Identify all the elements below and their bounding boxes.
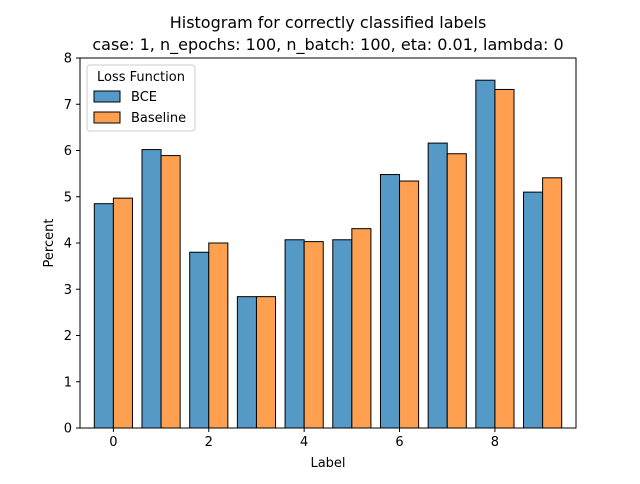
legend-label-bce: BCE (131, 90, 157, 105)
bar-baseline-label-5 (351, 228, 372, 429)
bar-bce-label-8 (475, 79, 496, 429)
plot-frame (79, 57, 577, 429)
bar-baseline-label-7 (446, 153, 467, 429)
x-tick-label: 2 (205, 435, 213, 450)
bar-baseline-label-3 (255, 296, 277, 429)
legend: Loss Function BCE Baseline (86, 64, 196, 132)
y-tick-label: 5 (64, 190, 72, 205)
chart-title: Histogram for correctly classified label… (170, 13, 487, 32)
bar-bce-label-2 (189, 251, 210, 429)
y-tick-label: 6 (64, 144, 72, 159)
y-axis-label: Percent (42, 219, 57, 268)
y-tick-label: 7 (64, 98, 72, 113)
legend-swatch-baseline (93, 111, 121, 124)
x-ticks: 0 2 4 6 8 (109, 428, 499, 450)
y-tick-label: 2 (64, 329, 72, 344)
bar-bce-label-9 (523, 191, 544, 429)
bar-bce-label-4 (284, 239, 305, 429)
y-ticks: 0 1 2 3 4 5 6 7 8 (64, 52, 80, 437)
bars-group (93, 79, 563, 429)
x-tick-label: 4 (300, 435, 308, 450)
bar-baseline-label-0 (112, 197, 133, 429)
y-tick-label: 3 (64, 283, 72, 298)
x-tick-label: 0 (109, 435, 117, 450)
y-tick-label: 8 (64, 52, 72, 67)
bar-baseline-label-4 (303, 241, 324, 429)
bar-baseline-label-6 (399, 180, 420, 429)
x-tick-label: 8 (491, 435, 499, 450)
x-axis-label: Label (310, 456, 345, 471)
y-tick-label: 1 (64, 375, 72, 390)
x-tick-label: 6 (395, 435, 403, 450)
bar-bce-label-5 (332, 239, 353, 429)
legend-title: Loss Function (97, 70, 185, 85)
bar-bce-label-0 (93, 203, 114, 429)
y-tick-label: 4 (64, 237, 72, 252)
bar-baseline-label-8 (494, 88, 515, 429)
bar-baseline-label-2 (208, 242, 229, 429)
bar-bce-label-6 (379, 174, 401, 429)
bar-bce-label-1 (141, 149, 162, 429)
bar-baseline-label-9 (542, 177, 563, 429)
legend-label-baseline: Baseline (131, 111, 186, 126)
y-tick-label: 0 (64, 422, 72, 437)
bar-bce-label-3 (236, 296, 257, 429)
chart-subtitle: case: 1, n_epochs: 100, n_batch: 100, et… (92, 35, 563, 55)
bar-bce-label-7 (427, 142, 448, 429)
bar-baseline-label-1 (160, 155, 181, 429)
legend-swatch-bce (93, 90, 121, 103)
